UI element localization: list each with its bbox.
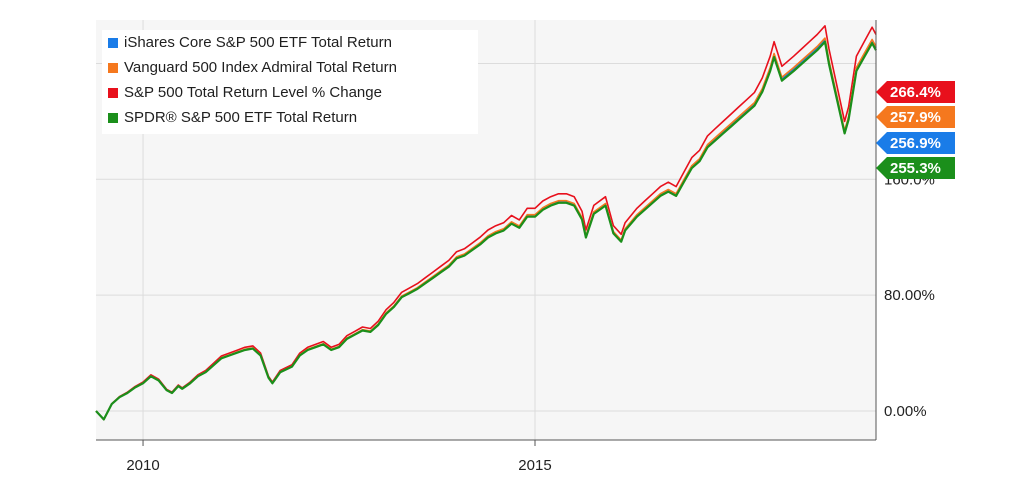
legend-item[interactable]: Vanguard 500 Index Admiral Total Return [102,55,478,80]
svg-text:255.3%: 255.3% [890,160,941,177]
legend-swatch [108,87,118,98]
y-tick-label: 0.00% [884,403,927,420]
legend-item[interactable]: S&P 500 Total Return Level % Change [102,80,478,105]
svg-text:266.4%: 266.4% [890,84,941,101]
legend-label: iShares Core S&P 500 ETF Total Return [124,34,392,51]
end-value-label: 256.9% [876,132,955,154]
series-line [95,24,877,421]
legend-swatch [108,112,118,123]
legend-swatch [108,37,118,48]
svg-text:257.9%: 257.9% [890,109,941,126]
y-tick-label: 80.00% [884,287,935,304]
legend-item[interactable]: SPDR® S&P 500 ETF Total Return [102,105,478,130]
x-tick-label: 2015 [518,457,551,474]
legend-label: Vanguard 500 Index Admiral Total Return [124,59,397,76]
svg-text:256.9%: 256.9% [890,135,941,152]
x-tick-label: 2010 [126,457,159,474]
legend-swatch [108,62,118,73]
end-value-label: 266.4% [876,81,955,103]
legend: iShares Core S&P 500 ETF Total Return Va… [102,30,478,134]
series-line [95,40,877,421]
legend-item[interactable]: iShares Core S&P 500 ETF Total Return [102,30,478,55]
legend-label: SPDR® S&P 500 ETF Total Return [124,109,358,126]
end-value-label: 257.9% [876,106,955,128]
legend-label: S&P 500 Total Return Level % Change [124,84,382,101]
end-value-label: 255.3% [876,157,955,179]
